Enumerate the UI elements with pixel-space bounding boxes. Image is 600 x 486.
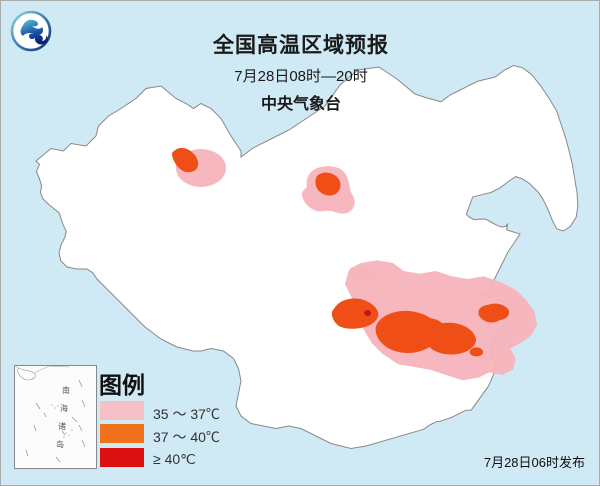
svg-text:岛: 岛 (56, 439, 64, 449)
svg-text:海: 海 (60, 403, 68, 413)
svg-text:诸: 诸 (58, 422, 66, 431)
svg-text:南: 南 (62, 385, 70, 395)
